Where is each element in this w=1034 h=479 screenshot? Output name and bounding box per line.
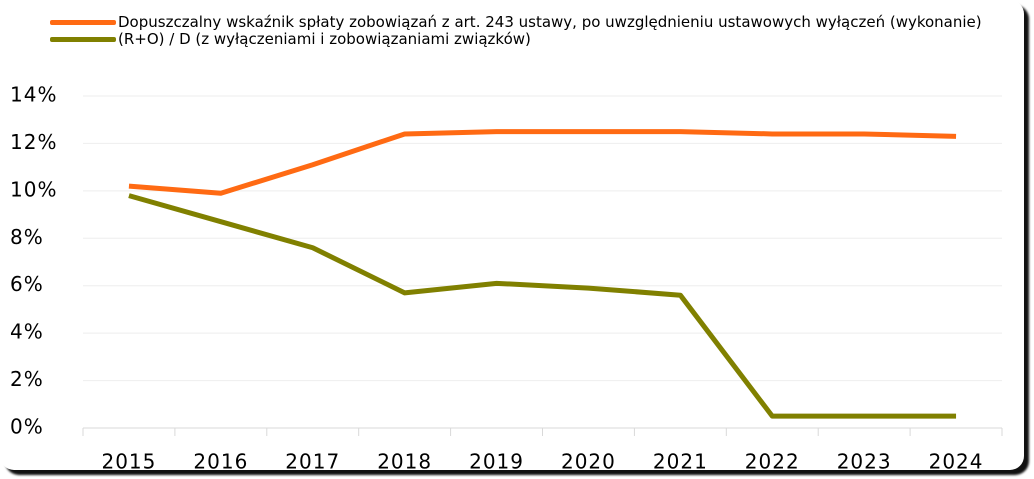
line-series	[128, 129, 957, 196]
x-tick-label: 2023	[837, 450, 892, 474]
y-tick-label: 14%	[10, 83, 57, 107]
y-tick-label: 6%	[10, 272, 44, 296]
legend-swatch	[50, 37, 116, 42]
x-tick-label: 2024	[929, 450, 984, 474]
legend-item: Dopuszczalny wskaźnik spłaty zobowiązań …	[50, 14, 1010, 31]
x-tick-label: 2021	[653, 450, 708, 474]
x-tick-label: 2017	[285, 450, 340, 474]
x-tick-label: 2018	[377, 450, 432, 474]
y-tick-label: 8%	[10, 225, 44, 249]
x-tick-label: 2019	[469, 450, 524, 474]
y-tick-label: 2%	[10, 367, 44, 391]
x-tick-label: 2020	[561, 450, 616, 474]
x-tick-label: 2015	[101, 450, 156, 474]
line-series	[128, 193, 957, 419]
legend-item: (R+O) / D (z wyłączeniami i zobowiązania…	[50, 31, 1010, 48]
y-tick-label: 4%	[10, 320, 44, 344]
legend-swatch	[50, 20, 116, 25]
y-tick-label: 0%	[10, 415, 44, 439]
legend-label: Dopuszczalny wskaźnik spłaty zobowiązań …	[118, 13, 982, 31]
legend-label: (R+O) / D (z wyłączeniami i zobowiązania…	[118, 30, 531, 48]
x-tick-label: 2016	[193, 450, 248, 474]
y-tick-label: 12%	[10, 130, 57, 154]
y-tick-label: 10%	[10, 177, 57, 201]
x-tick-label: 2022	[745, 450, 800, 474]
legend: Dopuszczalny wskaźnik spłaty zobowiązań …	[50, 14, 1010, 48]
chart-frame	[0, 0, 1024, 470]
